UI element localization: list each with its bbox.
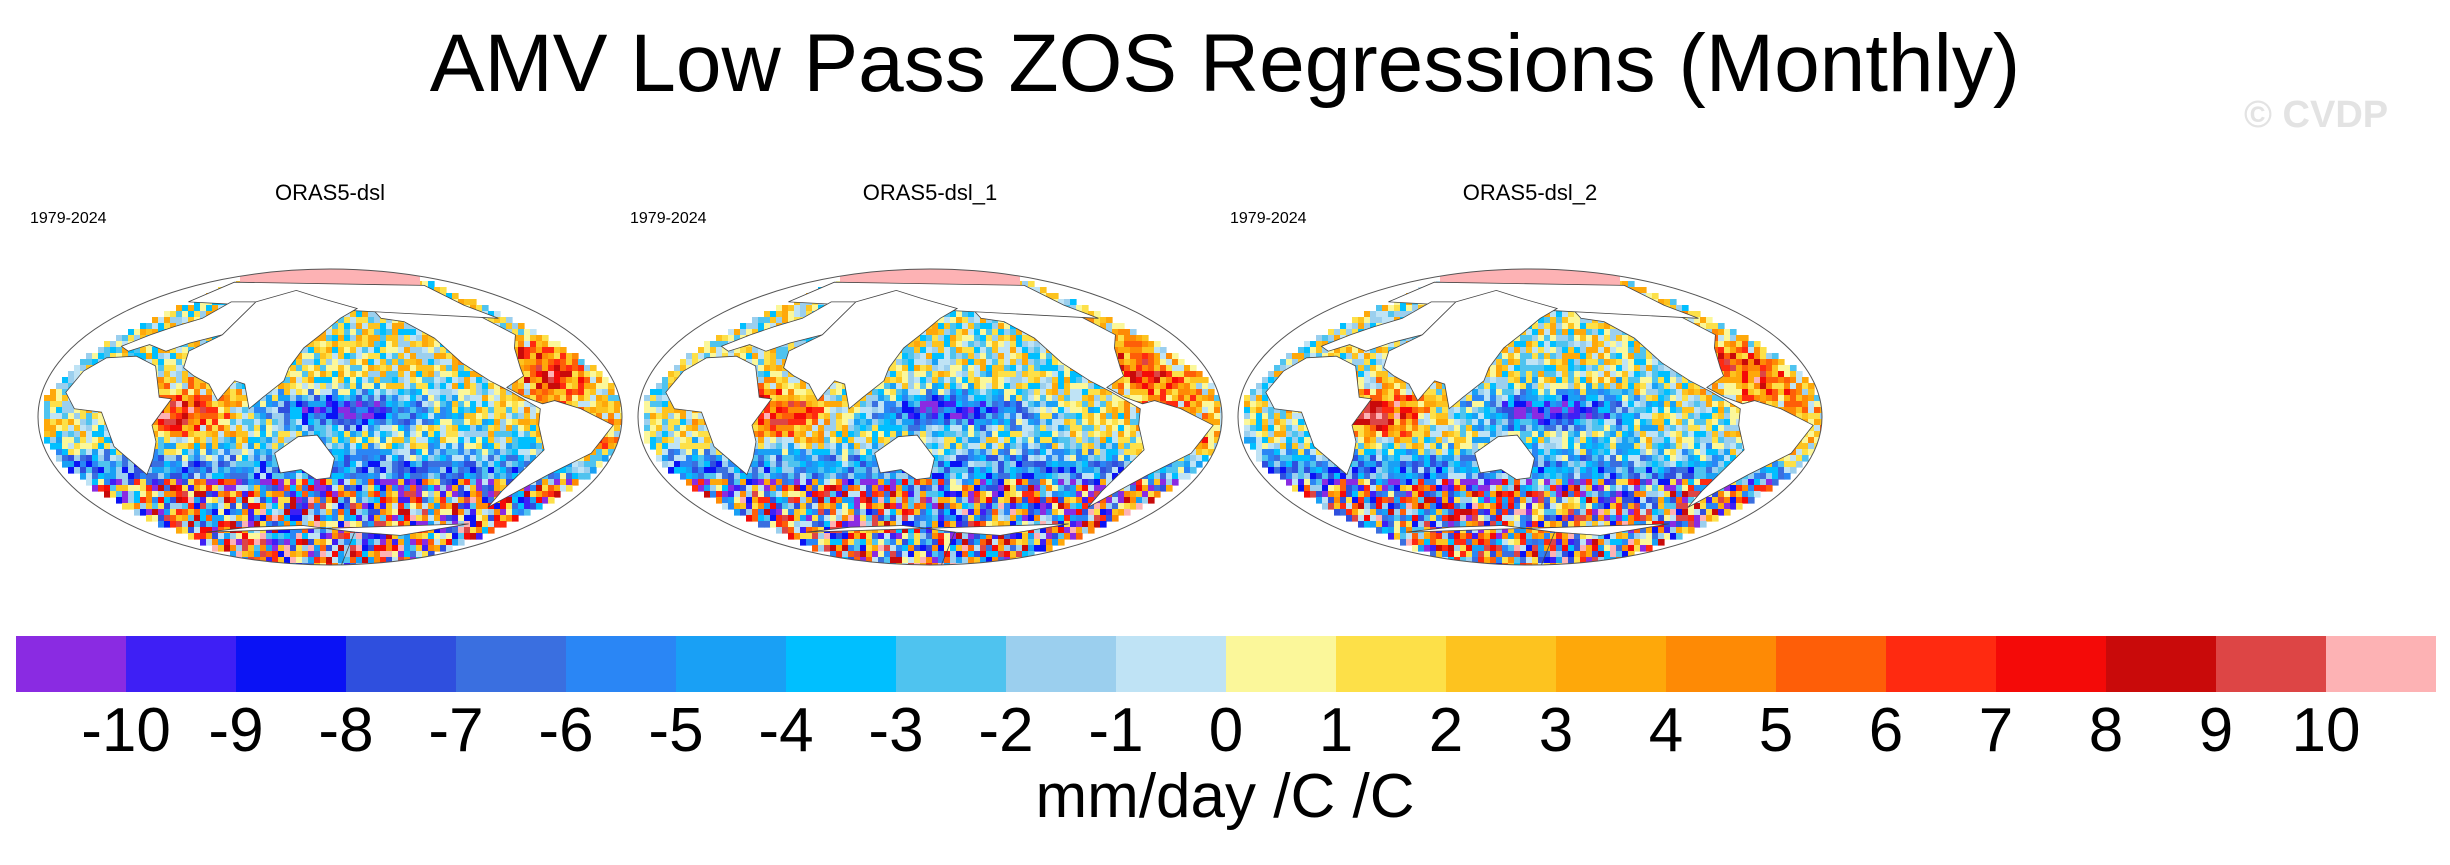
map-border xyxy=(637,268,1223,566)
colorbar-swatch xyxy=(126,636,237,692)
map-panel: ORAS5-dsl_1 1979-2024 xyxy=(630,180,1230,580)
ocean-field xyxy=(644,269,1222,565)
land-mass xyxy=(874,434,935,480)
colorbar-swatch xyxy=(1886,636,1997,692)
colorbar-tick-label: 10 xyxy=(2291,696,2361,765)
colorbar-tick-label: -3 xyxy=(868,696,924,765)
colorbar-swatch xyxy=(896,636,1007,692)
panel-period: 1979-2024 xyxy=(30,210,107,227)
colorbar-tick-label: 1 xyxy=(1318,696,1354,765)
ocean-field xyxy=(1244,269,1822,565)
panel-title: ORAS5-dsl_2 xyxy=(1462,180,1598,205)
panel-title: ORAS5-dsl xyxy=(274,180,386,205)
land-mass xyxy=(665,355,773,476)
colorbar-swatch xyxy=(1336,636,1447,692)
colorbar-tick-label: -4 xyxy=(758,696,814,765)
colorbar-swatch xyxy=(1226,636,1337,692)
land-mass xyxy=(1568,298,1814,508)
colorbar-swatch xyxy=(1996,636,2107,692)
panel-title: ORAS5-dsl_1 xyxy=(862,180,998,205)
land-mass xyxy=(968,298,1214,508)
colorbar-swatch xyxy=(2106,636,2217,692)
land-mass xyxy=(806,523,1069,565)
colorbar-tick-label: 0 xyxy=(1208,696,1244,765)
colorbar-swatch xyxy=(346,636,457,692)
colorbar-swatch xyxy=(676,636,787,692)
colorbar-tick-label: 2 xyxy=(1428,696,1464,765)
figure-title: AMV Low Pass ZOS Regressions (Monthly) xyxy=(429,18,2021,109)
colorbar-tick-label: -10 xyxy=(81,696,171,765)
colorbar-tick-label: 7 xyxy=(1978,696,2014,765)
colorbar-tick-label: 6 xyxy=(1868,696,1904,765)
cvdp-watermark: © CVDP xyxy=(2244,94,2389,136)
ocean-field xyxy=(44,269,622,565)
colorbar-tick-label: 5 xyxy=(1758,696,1794,765)
colorbar-tick-label: -5 xyxy=(648,696,704,765)
colorbar-swatch xyxy=(566,636,677,692)
colorbar-tick-label: -8 xyxy=(318,696,374,765)
colorbar-tick-label: -1 xyxy=(1088,696,1144,765)
map-border xyxy=(37,268,623,566)
colorbar-tick-label: -9 xyxy=(208,696,264,765)
regression-map xyxy=(1237,268,1823,566)
map-border xyxy=(1237,268,1823,566)
colorbar-tick-label: -6 xyxy=(538,696,594,765)
land-mass xyxy=(274,434,335,480)
panel-period: 1979-2024 xyxy=(1230,210,1307,227)
land-mass xyxy=(1406,523,1669,565)
land-mass xyxy=(368,298,614,508)
colorbar-swatches xyxy=(16,636,2436,692)
colorbar-swatch xyxy=(1666,636,1777,692)
land-mass xyxy=(206,523,469,565)
colorbar-swatch xyxy=(1446,636,1557,692)
regression-map xyxy=(37,268,623,566)
map-panel: ORAS5-dsl_2 1979-2024 xyxy=(1230,180,1830,580)
colorbar-swatch xyxy=(16,636,127,692)
regression-map xyxy=(637,268,1223,566)
colorbar-tick-label: 3 xyxy=(1538,696,1574,765)
land-mass xyxy=(1474,434,1535,480)
colorbar-tick-label: -2 xyxy=(978,696,1034,765)
colorbar-swatch xyxy=(1006,636,1117,692)
land-mass xyxy=(1265,355,1373,476)
land-mass xyxy=(1383,289,1559,410)
land-mass xyxy=(65,355,173,476)
colorbar-units: mm/day /C /C xyxy=(1035,762,1415,831)
map-panel: ORAS5-dsl 1979-2024 xyxy=(30,180,630,580)
land-mass xyxy=(783,289,959,410)
colorbar-tick-label: 8 xyxy=(2088,696,2124,765)
colorbar-tick-label: 9 xyxy=(2198,696,2234,765)
colorbar-swatch xyxy=(2216,636,2327,692)
colorbar-swatch xyxy=(456,636,567,692)
colorbar-swatch xyxy=(786,636,897,692)
colorbar xyxy=(16,636,2436,692)
colorbar-tick-label: -7 xyxy=(428,696,484,765)
colorbar-swatch xyxy=(236,636,347,692)
colorbar-swatch xyxy=(1776,636,1887,692)
colorbar-swatch xyxy=(2326,636,2436,692)
colorbar-swatch xyxy=(1116,636,1227,692)
panel-period: 1979-2024 xyxy=(630,210,707,227)
colorbar-tick-label: 4 xyxy=(1648,696,1684,765)
colorbar-swatch xyxy=(1556,636,1667,692)
land-mass xyxy=(183,289,359,410)
